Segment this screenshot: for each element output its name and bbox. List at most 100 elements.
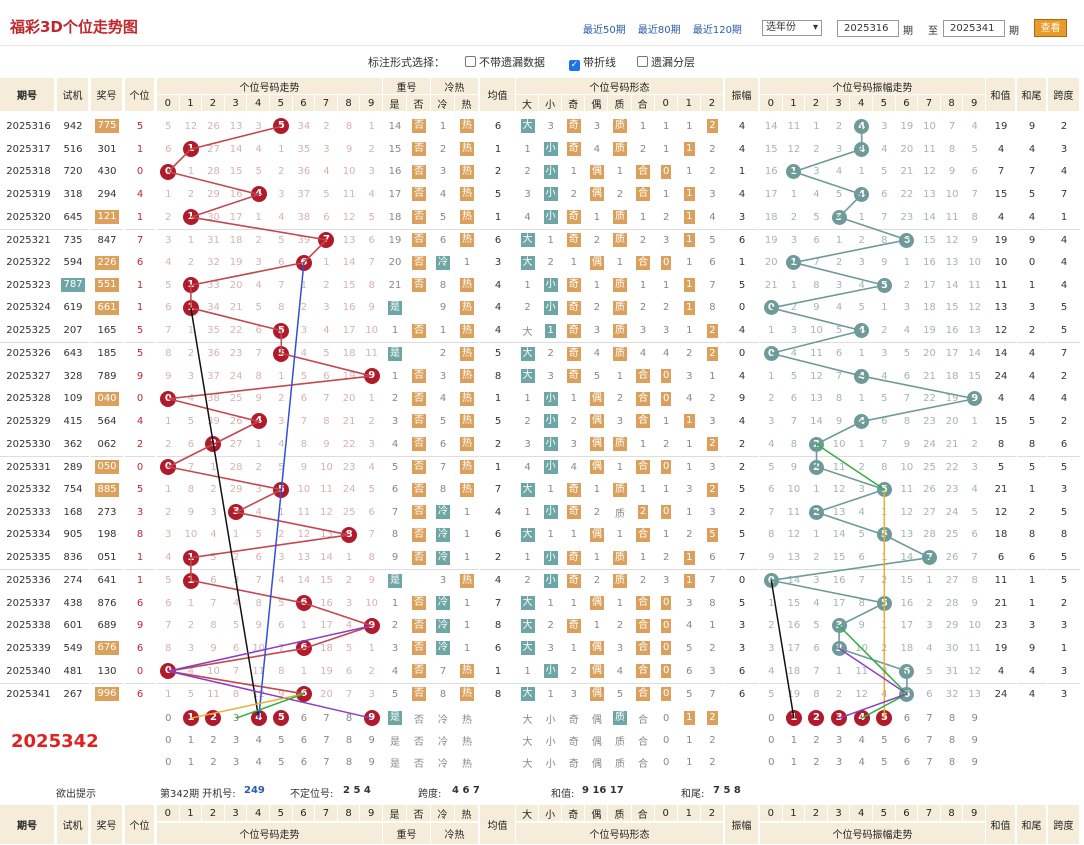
pred-zf-cell[interactable]: 5 [873, 707, 896, 729]
pred-xingtai[interactable]: 0 [655, 707, 678, 729]
pred-xingtai[interactable]: 2 [701, 729, 724, 751]
pred-zf-cell[interactable]: 8 [941, 729, 964, 751]
pred-trend-cell[interactable]: 9 [360, 707, 383, 729]
pred-xingtai[interactable]: 大 [516, 729, 539, 751]
link-recent-80[interactable]: 最近80期 [637, 25, 681, 36]
pred-zf-cell[interactable]: 7 [918, 729, 941, 751]
pred-zf-digit[interactable]: 0 [768, 734, 775, 746]
pred-trend-cell[interactable]: 6 [293, 729, 316, 751]
pred-xingtai[interactable]: 大 [516, 707, 539, 729]
link-recent-120[interactable]: 最近120期 [692, 25, 742, 36]
pred-trend-cell[interactable]: 3 [225, 751, 248, 773]
pred-zf-digit[interactable]: 9 [971, 756, 978, 768]
pred-zf-digit[interactable]: 0 [768, 712, 775, 724]
pred-zf-ball[interactable]: 1 [785, 710, 802, 727]
pred-zf-digit[interactable]: 4 [858, 756, 865, 768]
pred-shi[interactable]: 是 [383, 707, 407, 729]
pred-xingtai[interactable]: 奇 [562, 707, 585, 729]
pred-zf-cell[interactable]: 0 [760, 729, 783, 751]
pred-zf-cell[interactable]: 6 [896, 751, 919, 773]
pred-trend-cell[interactable]: 0 [157, 707, 180, 729]
pred-digit[interactable]: 8 [345, 756, 353, 768]
pred-zf-ball[interactable]: 4 [853, 710, 870, 727]
pred-zf-cell[interactable]: 2 [805, 729, 828, 751]
pred-digit[interactable]: 6 [300, 756, 308, 768]
pred-trend-cell[interactable]: 6 [293, 751, 316, 773]
pred-zf-digit[interactable]: 7 [926, 712, 933, 724]
checkbox[interactable] [637, 56, 648, 67]
pred-digit[interactable]: 0 [165, 712, 172, 724]
pred-digit[interactable]: 7 [323, 756, 330, 768]
pred-zf-digit[interactable]: 6 [903, 712, 911, 724]
pred-zf-cell[interactable]: 8 [941, 751, 964, 773]
pred-zf-ball[interactable]: 3 [831, 710, 848, 727]
pred-zf-digit[interactable]: 9 [971, 734, 978, 746]
pred-zf-digit[interactable]: 4 [858, 734, 865, 746]
pred-zf-cell[interactable]: 2 [805, 707, 828, 729]
pred-digit[interactable]: 2 [210, 734, 217, 746]
pred-fou[interactable]: 否 [414, 758, 424, 770]
pred-zf-cell[interactable]: 9 [963, 729, 986, 751]
pred-ball[interactable]: 4 [250, 710, 267, 727]
pred-zf-digit[interactable]: 7 [926, 734, 933, 746]
pred-xingtai[interactable]: 2 [701, 751, 724, 773]
pred-zf-cell[interactable]: 5 [873, 729, 896, 751]
pred-trend-cell[interactable]: 6 [293, 707, 316, 729]
pred-zf-cell[interactable]: 1 [783, 751, 806, 773]
pred-trend-cell[interactable]: 9 [360, 729, 383, 751]
pred-trend-cell[interactable]: 5 [270, 751, 293, 773]
to-period-input[interactable]: 2025341 [943, 20, 1005, 37]
pred-zf-cell[interactable]: 9 [963, 707, 986, 729]
pred-trend-cell[interactable]: 2 [202, 707, 225, 729]
pred-ball[interactable]: 2 [205, 710, 222, 727]
pred-trend-cell[interactable]: 3 [225, 729, 248, 751]
pred-zf-digit[interactable]: 3 [835, 756, 843, 768]
pred-digit[interactable]: 6 [300, 734, 308, 746]
pred-digit[interactable]: 1 [187, 734, 195, 746]
pred-xingtai[interactable]: 质 [608, 707, 631, 729]
pred-digit[interactable]: 3 [232, 712, 240, 724]
pred-trend-cell[interactable]: 1 [180, 751, 203, 773]
pred-leng[interactable]: 冷 [438, 758, 448, 770]
pred-zf-cell[interactable]: 2 [805, 751, 828, 773]
pred-zf-cell[interactable]: 1 [783, 707, 806, 729]
pred-zf-cell[interactable]: 1 [783, 729, 806, 751]
pred-re[interactable]: 热 [462, 758, 472, 770]
link-recent-50[interactable]: 最近50期 [583, 25, 626, 36]
pred-xingtai[interactable]: 0 [655, 729, 678, 751]
pred-digit[interactable]: 3 [232, 756, 240, 768]
pred-digit[interactable]: 8 [345, 734, 353, 746]
option-miss-layers[interactable]: 遗漏分层 [637, 54, 695, 70]
pred-xingtai[interactable]: 1 [678, 729, 701, 751]
pred-xingtai[interactable]: 1 [678, 751, 701, 773]
pred-xingtai[interactable]: 奇 [562, 751, 585, 773]
pred-zf-cell[interactable]: 9 [963, 751, 986, 773]
pred-zf-cell[interactable]: 3 [828, 729, 851, 751]
pred-zf-digit[interactable]: 8 [948, 756, 956, 768]
pred-zf-cell[interactable]: 7 [918, 751, 941, 773]
view-button[interactable]: 查看 [1034, 19, 1067, 37]
pred-trend-cell[interactable]: 8 [338, 729, 361, 751]
pred-zf-digit[interactable]: 9 [971, 712, 978, 724]
pred-digit[interactable]: 2 [210, 756, 217, 768]
pred-xingtai[interactable]: 大 [516, 751, 539, 773]
pred-xingtai[interactable]: 质 [608, 751, 631, 773]
pred-digit[interactable]: 5 [278, 756, 285, 768]
pred-trend-cell[interactable]: 5 [270, 729, 293, 751]
pred-digit[interactable]: 9 [368, 756, 375, 768]
pred-zf-digit[interactable]: 2 [813, 734, 820, 746]
pred-trend-cell[interactable]: 4 [247, 707, 270, 729]
pred-fou[interactable]: 否 [414, 736, 424, 748]
pred-re[interactable]: 热 [462, 736, 472, 748]
col-header-qihao[interactable]: 期号 [0, 78, 55, 112]
pred-digit[interactable]: 4 [255, 756, 262, 768]
checkbox-checked[interactable]: ✓ [569, 60, 580, 71]
pred-trend-cell[interactable]: 7 [315, 751, 338, 773]
from-period-input[interactable]: 2025316 [837, 20, 899, 37]
pred-xingtai[interactable]: 奇 [562, 729, 585, 751]
pred-zf-cell[interactable]: 3 [828, 707, 851, 729]
pred-re[interactable]: 热 [462, 714, 472, 726]
pred-trend-cell[interactable]: 8 [338, 707, 361, 729]
pred-digit[interactable]: 7 [323, 734, 330, 746]
pred-zf-cell[interactable]: 6 [896, 707, 919, 729]
